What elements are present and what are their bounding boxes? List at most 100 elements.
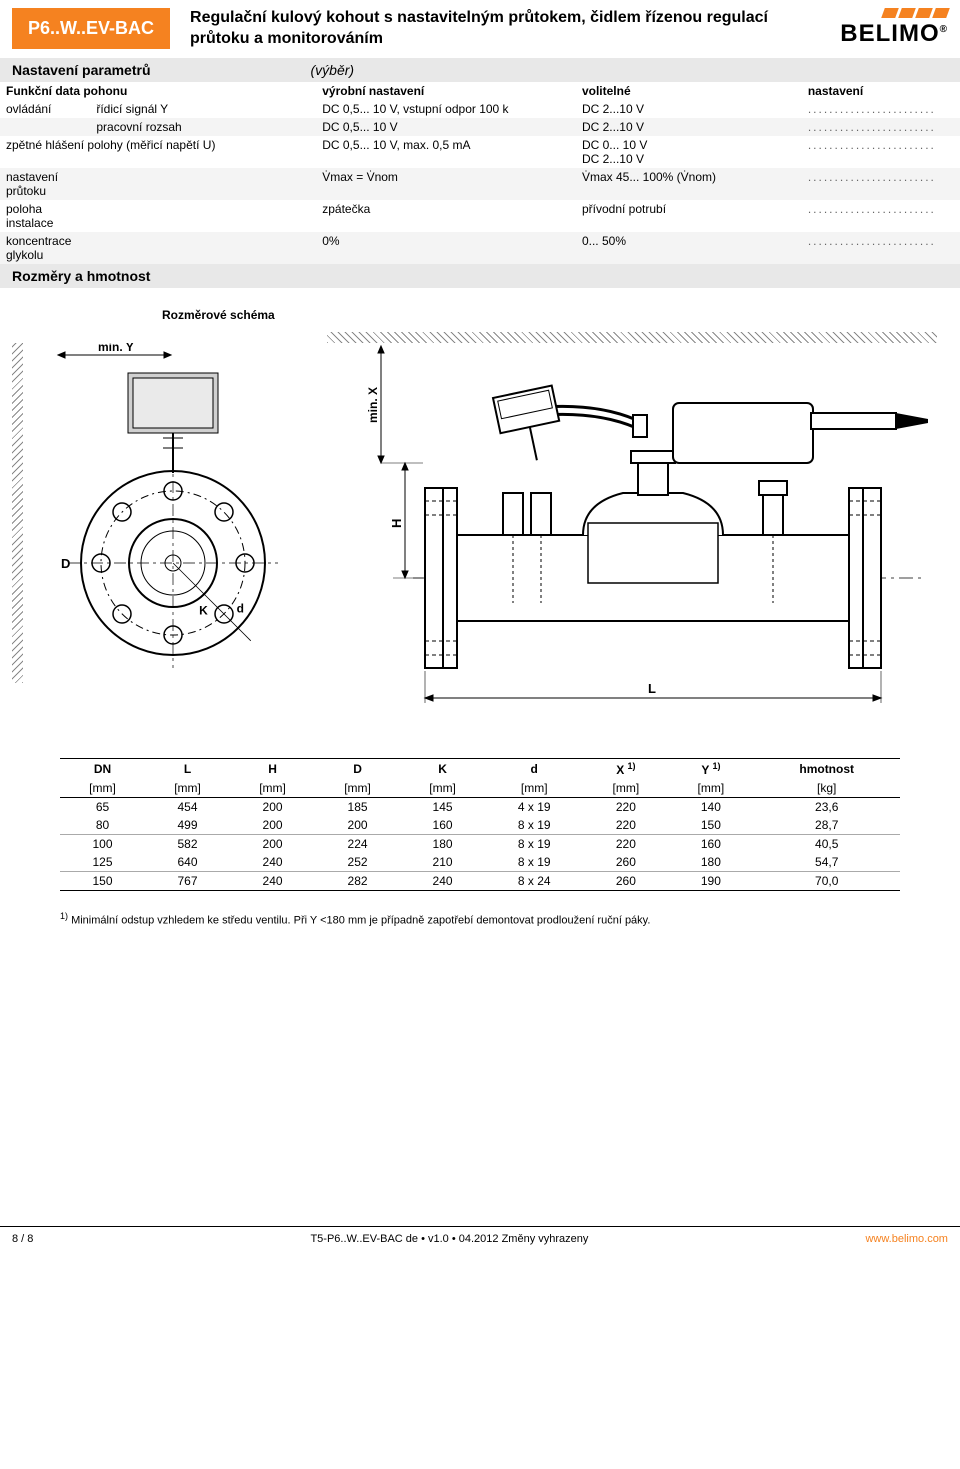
dim-cell: 8 x 19 — [485, 834, 583, 853]
params-cell: DC 2...10 V — [576, 100, 802, 118]
dim-col-unit: [kg] — [753, 779, 900, 798]
dim-col-label: DN — [60, 758, 145, 779]
params-row: ovládánířídicí signál YDC 0,5... 10 V, v… — [0, 100, 960, 118]
hdr-setting: nastavení — [802, 82, 960, 100]
params-cell: poloha instalace — [0, 200, 90, 232]
dim-cell: 240 — [230, 853, 315, 872]
params-cell: pracovní rozsah — [90, 118, 316, 136]
dim-cell: 240 — [230, 871, 315, 890]
dim-header-units: [mm][mm][mm][mm][mm][mm][mm][mm][kg] — [60, 779, 900, 798]
dim-cell: 640 — [145, 853, 230, 872]
dim-row: 804992002001608 x 1922015028,7 — [60, 816, 900, 835]
dim-cell: 8 x 19 — [485, 853, 583, 872]
dim-col-label: L — [145, 758, 230, 779]
dim-cell: 160 — [668, 834, 753, 853]
dim-cell: 180 — [668, 853, 753, 872]
params-cell: ........................ — [802, 232, 960, 264]
label-h: H — [389, 518, 404, 527]
dim-cell: 150 — [668, 816, 753, 835]
params-row: koncentrace glykolu 0%0... 50%...........… — [0, 232, 960, 264]
dim-col-label: D — [315, 758, 400, 779]
section-params-title: Nastavení parametrů (výběr) — [0, 58, 960, 82]
dim-col-label: hmotnost — [753, 758, 900, 779]
dim-cell: 282 — [315, 871, 400, 890]
schema-label: Rozměrové schéma — [162, 308, 948, 322]
dim-cell: 28,7 — [753, 816, 900, 835]
dim-row: 1005822002241808 x 1922016040,5 — [60, 834, 900, 853]
footer-link[interactable]: www.belimo.com — [865, 1233, 948, 1245]
dim-cell: 224 — [315, 834, 400, 853]
dim-col-unit: [mm] — [145, 779, 230, 798]
dim-cell: 220 — [583, 834, 668, 853]
valve-side-view: min. X H — [363, 343, 943, 726]
dim-col-label: X 1) — [583, 758, 668, 779]
dim-col-unit: [mm] — [583, 779, 668, 798]
dim-cell: 150 — [60, 871, 145, 890]
dim-cell: 252 — [315, 853, 400, 872]
params-cell: nastavení průtoku — [0, 168, 90, 200]
params-row: zpětné hlášení polohy (měřicí napětí U)D… — [0, 136, 960, 168]
params-cell: V̇max = V̇nom — [316, 168, 576, 200]
params-cell: ........................ — [802, 136, 960, 168]
hdr-optional: volitelné — [576, 82, 802, 100]
flange-side-view: min. Y — [53, 343, 333, 686]
dim-cell: 220 — [583, 797, 668, 816]
footer-page: 8 / 8 — [12, 1233, 33, 1245]
dim-cell: 240 — [400, 871, 485, 890]
hdr-func: Funkční data pohonu — [0, 82, 316, 100]
params-cell: 0% — [316, 232, 576, 264]
params-cell: ........................ — [802, 200, 960, 232]
params-cell: ........................ — [802, 168, 960, 200]
footer-meta: T5-P6..W..EV-BAC de • v1.0 • 04.2012 Změ… — [310, 1233, 588, 1245]
brand-logo: BELIMO® — [840, 8, 948, 48]
header: P6..W..EV-BAC Regulační kulový kohout s … — [0, 0, 960, 58]
dim-cell: 499 — [145, 816, 230, 835]
params-cell: řídicí signál Y — [90, 100, 316, 118]
dim-cell: 23,6 — [753, 797, 900, 816]
params-row: pracovní rozsahDC 0,5... 10 VDC 2...10 V… — [0, 118, 960, 136]
dim-cell: 100 — [60, 834, 145, 853]
params-cell: přívodní potrubí — [576, 200, 802, 232]
hatch-top — [327, 332, 937, 343]
dim-col-label: Y 1) — [668, 758, 753, 779]
params-cell: 0... 50% — [576, 232, 802, 264]
dim-header-labels: DNLHDKdX 1)Y 1)hmotnost — [60, 758, 900, 779]
params-cell: ........................ — [802, 100, 960, 118]
dim-cell: 582 — [145, 834, 230, 853]
dim-cell: 200 — [230, 816, 315, 835]
dim-cell: 180 — [400, 834, 485, 853]
dim-cell: 40,5 — [753, 834, 900, 853]
dim-col-unit: [mm] — [315, 779, 400, 798]
params-cell: koncentrace glykolu — [0, 232, 90, 264]
dim-col-unit: [mm] — [485, 779, 583, 798]
dim-col-label: d — [485, 758, 583, 779]
logo-stripes-icon — [883, 8, 948, 18]
hatch-left — [12, 343, 23, 683]
dim-col-label: K — [400, 758, 485, 779]
params-cell — [0, 118, 90, 136]
params-cell: ........................ — [802, 118, 960, 136]
dimensions-table: DNLHDKdX 1)Y 1)hmotnost [mm][mm][mm][mm]… — [60, 758, 900, 891]
dim-cell: 767 — [145, 871, 230, 890]
dim-col-unit: [mm] — [400, 779, 485, 798]
dim-cell: 454 — [145, 797, 230, 816]
dim-col-unit: [mm] — [230, 779, 315, 798]
dim-cell: 260 — [583, 871, 668, 890]
dim-cell: 8 x 19 — [485, 816, 583, 835]
dim-cell: 200 — [230, 797, 315, 816]
label-k: K — [199, 603, 208, 617]
hdr-factory: výrobní nastavení — [316, 82, 576, 100]
label-d-cap: D — [61, 556, 70, 571]
label-min-x: min. X — [366, 387, 380, 423]
dim-cell: 125 — [60, 853, 145, 872]
params-cell — [90, 232, 316, 264]
dim-cell: 210 — [400, 853, 485, 872]
section-dims-title: Rozměry a hmotnost — [0, 264, 960, 288]
dim-cell: 220 — [583, 816, 668, 835]
dim-col-label: H — [230, 758, 315, 779]
params-cell: DC 2...10 V — [576, 118, 802, 136]
dim-cell: 70,0 — [753, 871, 900, 890]
params-row: nastavení průtokuV̇max = V̇nomV̇max 45..… — [0, 168, 960, 200]
params-cell: DC 0,5... 10 V, max. 0,5 mA — [316, 136, 576, 168]
dim-cell: 140 — [668, 797, 753, 816]
